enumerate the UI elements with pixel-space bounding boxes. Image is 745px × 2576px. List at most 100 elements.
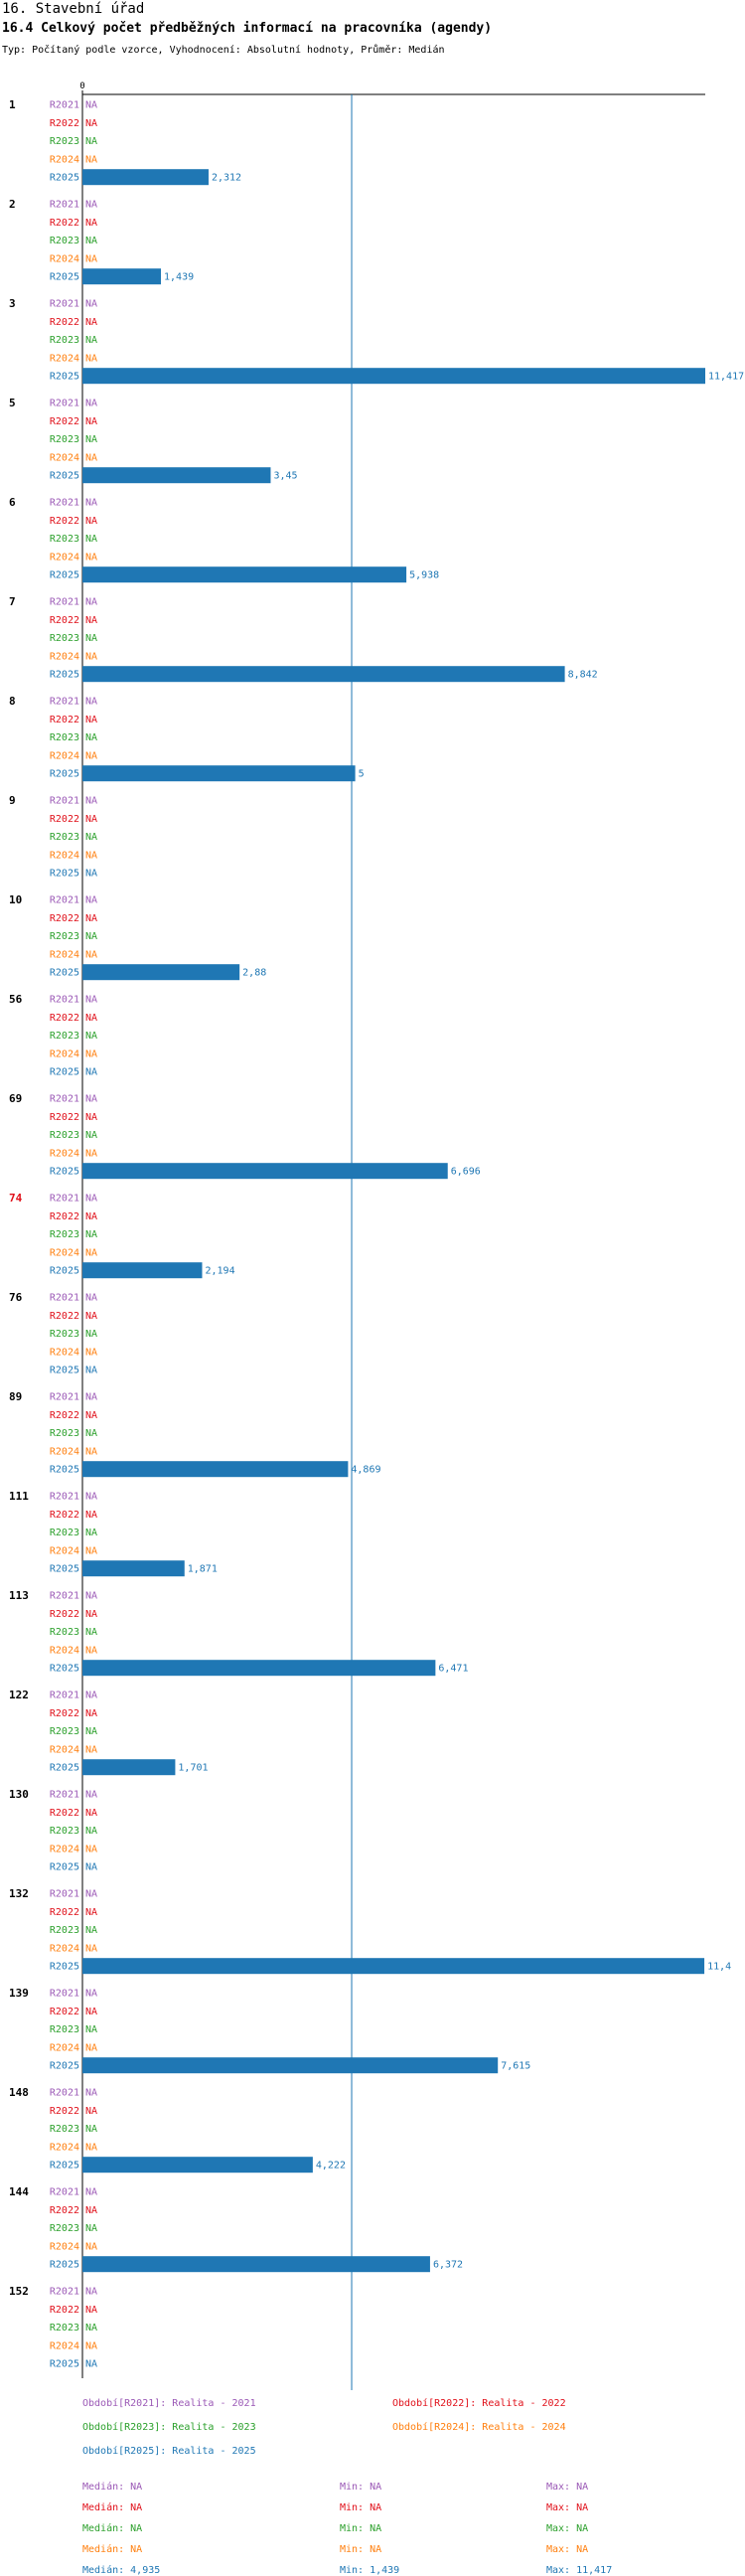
legend-max: Max: NA	[546, 2482, 589, 2493]
na-label: NA	[85, 1211, 97, 1222]
group-label: 5	[9, 397, 16, 409]
group-label: 8	[9, 695, 16, 708]
chart-type-info: Typ: Počítaný podle vzorce, Vyhodnocení:…	[2, 45, 445, 56]
na-label: NA	[85, 200, 97, 211]
series-row-label: R2023	[50, 832, 79, 843]
na-label: NA	[85, 1545, 97, 1556]
na-label: NA	[85, 2305, 97, 2316]
series-row-label: R2023	[50, 732, 79, 743]
na-label: NA	[85, 299, 97, 310]
na-label: NA	[85, 931, 97, 942]
na-label: NA	[85, 353, 97, 364]
bar	[82, 1958, 705, 1975]
series-row-label: R2021	[50, 2287, 79, 2298]
series-row-label: R2025	[50, 968, 79, 979]
series-row-label: R2023	[50, 1130, 79, 1141]
series-row-label: R2024	[50, 2042, 79, 2053]
legend-min: Min: NA	[340, 2502, 382, 2513]
na-label: NA	[85, 1989, 97, 2000]
series-row-label: R2025	[50, 2161, 79, 2172]
group-label: 1	[9, 98, 16, 111]
na-label: NA	[85, 2124, 97, 2135]
series-row-label: R2022	[50, 2106, 79, 2117]
series-row-label: R2025	[50, 769, 79, 780]
series-row-label: R2024	[50, 1844, 79, 1854]
series-row-label: R2023	[50, 1031, 79, 1042]
series-row-label: R2024	[50, 1744, 79, 1755]
na-label: NA	[85, 154, 97, 165]
bar-value-label: 1,871	[188, 1564, 218, 1575]
na-label: NA	[85, 1510, 97, 1521]
series-row-label: R2022	[50, 1708, 79, 1719]
legend-max: Max: NA	[546, 2544, 589, 2555]
group-label: 69	[9, 1092, 22, 1105]
series-row-label: R2024	[50, 651, 79, 662]
bar-value-label: 5,938	[409, 570, 439, 581]
series-row-label: R2023	[50, 2124, 79, 2135]
series-row-label: R2022	[50, 317, 79, 328]
series-row-label: R2021	[50, 597, 79, 608]
series-row-label: R2023	[50, 534, 79, 545]
group-label: 9	[9, 794, 16, 807]
na-label: NA	[85, 1329, 97, 1340]
series-row-label: R2025	[50, 1167, 79, 1178]
na-label: NA	[85, 1492, 97, 1503]
series-row-label: R2024	[50, 1943, 79, 1954]
na-label: NA	[85, 434, 97, 445]
na-label: NA	[85, 895, 97, 906]
na-label: NA	[85, 633, 97, 644]
bar-value-label: 2,88	[242, 968, 266, 979]
series-row-label: R2023	[50, 633, 79, 644]
group-label: 139	[9, 1987, 29, 2000]
series-row-label: R2023	[50, 1329, 79, 1340]
series-row-label: R2022	[50, 118, 79, 129]
series-row-label: R2022	[50, 218, 79, 229]
series-row-label: R2024	[50, 1645, 79, 1656]
bar-value-label: 7,615	[501, 2061, 530, 2072]
series-row-label: R2024	[50, 1247, 79, 1258]
legend-median: Medián: NA	[82, 2523, 143, 2534]
series-row-label: R2025	[50, 1366, 79, 1376]
na-label: NA	[85, 1392, 97, 1403]
series-row-label: R2021	[50, 498, 79, 509]
series-row-label: R2024	[50, 2142, 79, 2153]
series-row-label: R2025	[50, 1564, 79, 1575]
series-row-label: R2021	[50, 895, 79, 906]
na-label: NA	[85, 2007, 97, 2017]
group-label: 2	[9, 198, 16, 211]
na-label: NA	[85, 534, 97, 545]
series-row-label: R2022	[50, 2007, 79, 2017]
group-label: 122	[9, 1689, 29, 1701]
series-row-label: R2023	[50, 931, 79, 942]
group-label: 6	[9, 496, 16, 509]
series-row-label: R2025	[50, 869, 79, 880]
na-label: NA	[85, 796, 97, 807]
bar	[82, 1660, 436, 1677]
bar	[82, 1461, 349, 1478]
bar-value-label: 5	[359, 769, 365, 780]
bar-value-label: 1,439	[164, 272, 194, 283]
series-row-label: R2023	[50, 2223, 79, 2234]
bar-value-label: 4,869	[351, 1465, 380, 1476]
series-row-label: R2024	[50, 154, 79, 165]
series-row-label: R2023	[50, 2024, 79, 2035]
na-label: NA	[85, 697, 97, 708]
group-label: 130	[9, 1788, 29, 1801]
series-row-label: R2021	[50, 1889, 79, 1900]
na-label: NA	[85, 1925, 97, 1936]
series-row-label: R2025	[50, 670, 79, 681]
series-row-label: R2021	[50, 1690, 79, 1701]
series-row-label: R2022	[50, 913, 79, 924]
series-row-label: R2024	[50, 1545, 79, 1556]
legend-median: Medián: NA	[82, 2544, 143, 2555]
series-row-label: R2025	[50, 1266, 79, 1277]
na-label: NA	[85, 317, 97, 328]
na-label: NA	[85, 1428, 97, 1439]
na-label: NA	[85, 2187, 97, 2198]
bar	[82, 1262, 203, 1279]
series-row-label: R2021	[50, 995, 79, 1006]
na-label: NA	[85, 1410, 97, 1421]
na-label: NA	[85, 236, 97, 246]
page-title: 16. Stavební úřad	[2, 1, 145, 17]
series-row-label: R2021	[50, 1790, 79, 1801]
